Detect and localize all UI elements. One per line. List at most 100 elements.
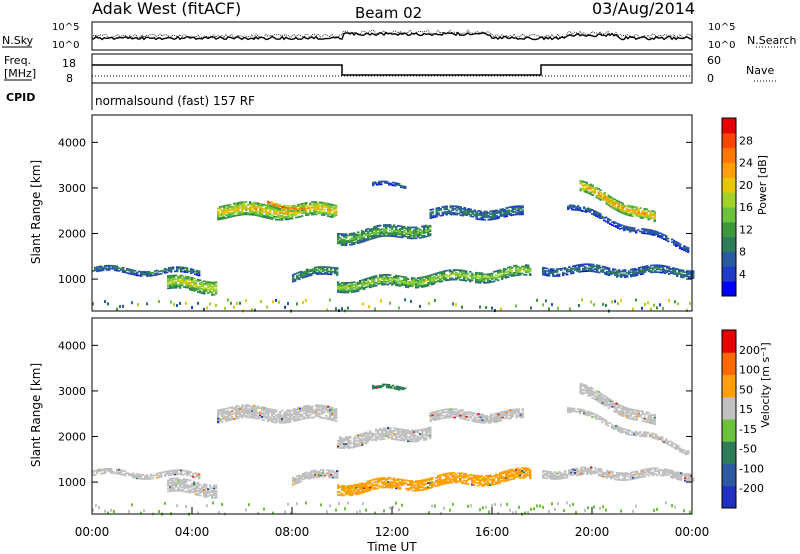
echo-cell — [322, 473, 325, 475]
echo-cell — [337, 242, 340, 245]
echo-cell — [652, 264, 655, 267]
echo-cell — [287, 420, 290, 422]
echo-cell — [632, 271, 635, 273]
echo-cell — [616, 271, 619, 274]
echo-cell — [509, 475, 512, 478]
echo-cell — [320, 469, 323, 471]
echo-cell — [479, 213, 482, 215]
echo-cell — [596, 268, 599, 271]
echo-cell — [291, 413, 294, 416]
echo-cell — [441, 410, 444, 413]
colorbar-tick-label: 4 — [739, 268, 746, 281]
echo-cell — [331, 216, 334, 218]
echo-cell — [421, 277, 424, 280]
echo-cell — [357, 484, 360, 487]
echo-cell — [395, 274, 398, 277]
echo-cell — [311, 412, 314, 415]
echo-cell — [375, 428, 378, 431]
echo-cell — [613, 204, 616, 206]
echo-cell — [597, 197, 600, 200]
echo-cell — [477, 482, 480, 484]
echo-cell — [175, 477, 178, 480]
echo-cell — [307, 214, 310, 216]
echo-cell — [427, 478, 430, 480]
echo-cell — [211, 496, 214, 499]
echo-cell — [449, 472, 452, 475]
echo-cell — [397, 225, 400, 227]
echo-cell — [513, 273, 516, 276]
echo-cell — [363, 435, 366, 437]
echo-cell — [359, 234, 362, 237]
echo-cell — [437, 475, 440, 477]
echo-cell — [357, 483, 360, 486]
echo-cell — [415, 439, 418, 441]
echo-cell — [385, 283, 388, 286]
echo-cell — [661, 237, 664, 240]
echo-cell — [333, 213, 336, 216]
echo-cell — [611, 224, 614, 226]
echo-cell — [585, 188, 588, 191]
echo-cell — [233, 206, 236, 209]
echo-cell — [597, 213, 600, 216]
echo-cell — [355, 490, 358, 493]
echo-cell — [493, 280, 496, 283]
echo-cell — [311, 411, 314, 413]
echo-cell — [185, 286, 188, 289]
echo-cell — [389, 276, 392, 279]
echo-cell — [279, 411, 282, 413]
echo-cell — [546, 267, 549, 270]
echo-cell — [367, 488, 370, 491]
echo-cell — [333, 215, 336, 218]
echo-cell — [180, 266, 183, 269]
echo-cell — [329, 413, 332, 415]
echo-cell — [463, 275, 466, 278]
echo-cell — [491, 274, 494, 276]
echo-cell — [337, 491, 340, 494]
echo-cell — [193, 283, 196, 285]
echo-cell — [333, 408, 336, 411]
echo-cell — [263, 406, 266, 409]
echo-cell — [301, 215, 304, 217]
echo-cell — [171, 287, 174, 289]
echo-cell — [196, 269, 199, 272]
echo-cell — [385, 432, 388, 435]
echo-cell — [407, 488, 410, 490]
echo-cell — [229, 410, 232, 413]
echo-cell — [309, 209, 312, 212]
echo-cell — [649, 212, 652, 214]
echo-cell — [457, 212, 460, 215]
echo-cell — [619, 201, 622, 204]
echo-cell — [517, 471, 520, 474]
echo-cell — [369, 238, 372, 241]
echo-cell — [513, 272, 516, 274]
echo-cell — [629, 209, 632, 212]
echo-cell — [391, 431, 394, 434]
echo-cell — [292, 479, 295, 482]
echo-cell — [303, 212, 306, 214]
echo-cell — [255, 203, 258, 206]
echo-cell — [281, 419, 284, 421]
echo-cell — [578, 265, 581, 268]
echo-cell — [195, 482, 198, 485]
echo-cell — [633, 208, 636, 211]
echo-cell — [652, 271, 655, 274]
echo-cell — [379, 282, 382, 285]
echo-cell — [653, 232, 656, 235]
power-y-label: Slant Range [km] — [29, 160, 43, 264]
echo-cell — [461, 269, 464, 272]
echo-cell — [407, 237, 410, 240]
echo-cell — [372, 387, 375, 390]
echo-cell — [647, 215, 650, 218]
ground-scatter-cell — [548, 307, 550, 311]
echo-cell — [191, 484, 194, 486]
echo-cell — [619, 225, 622, 227]
echo-cell — [415, 430, 418, 433]
echo-cell — [509, 266, 512, 268]
echo-cell — [487, 214, 490, 217]
echo-cell — [339, 440, 342, 442]
echo-cell — [349, 489, 352, 491]
echo-cell — [525, 470, 528, 472]
echo-cell — [171, 485, 174, 488]
echo-cell — [367, 480, 370, 483]
echo-cell — [120, 473, 123, 476]
